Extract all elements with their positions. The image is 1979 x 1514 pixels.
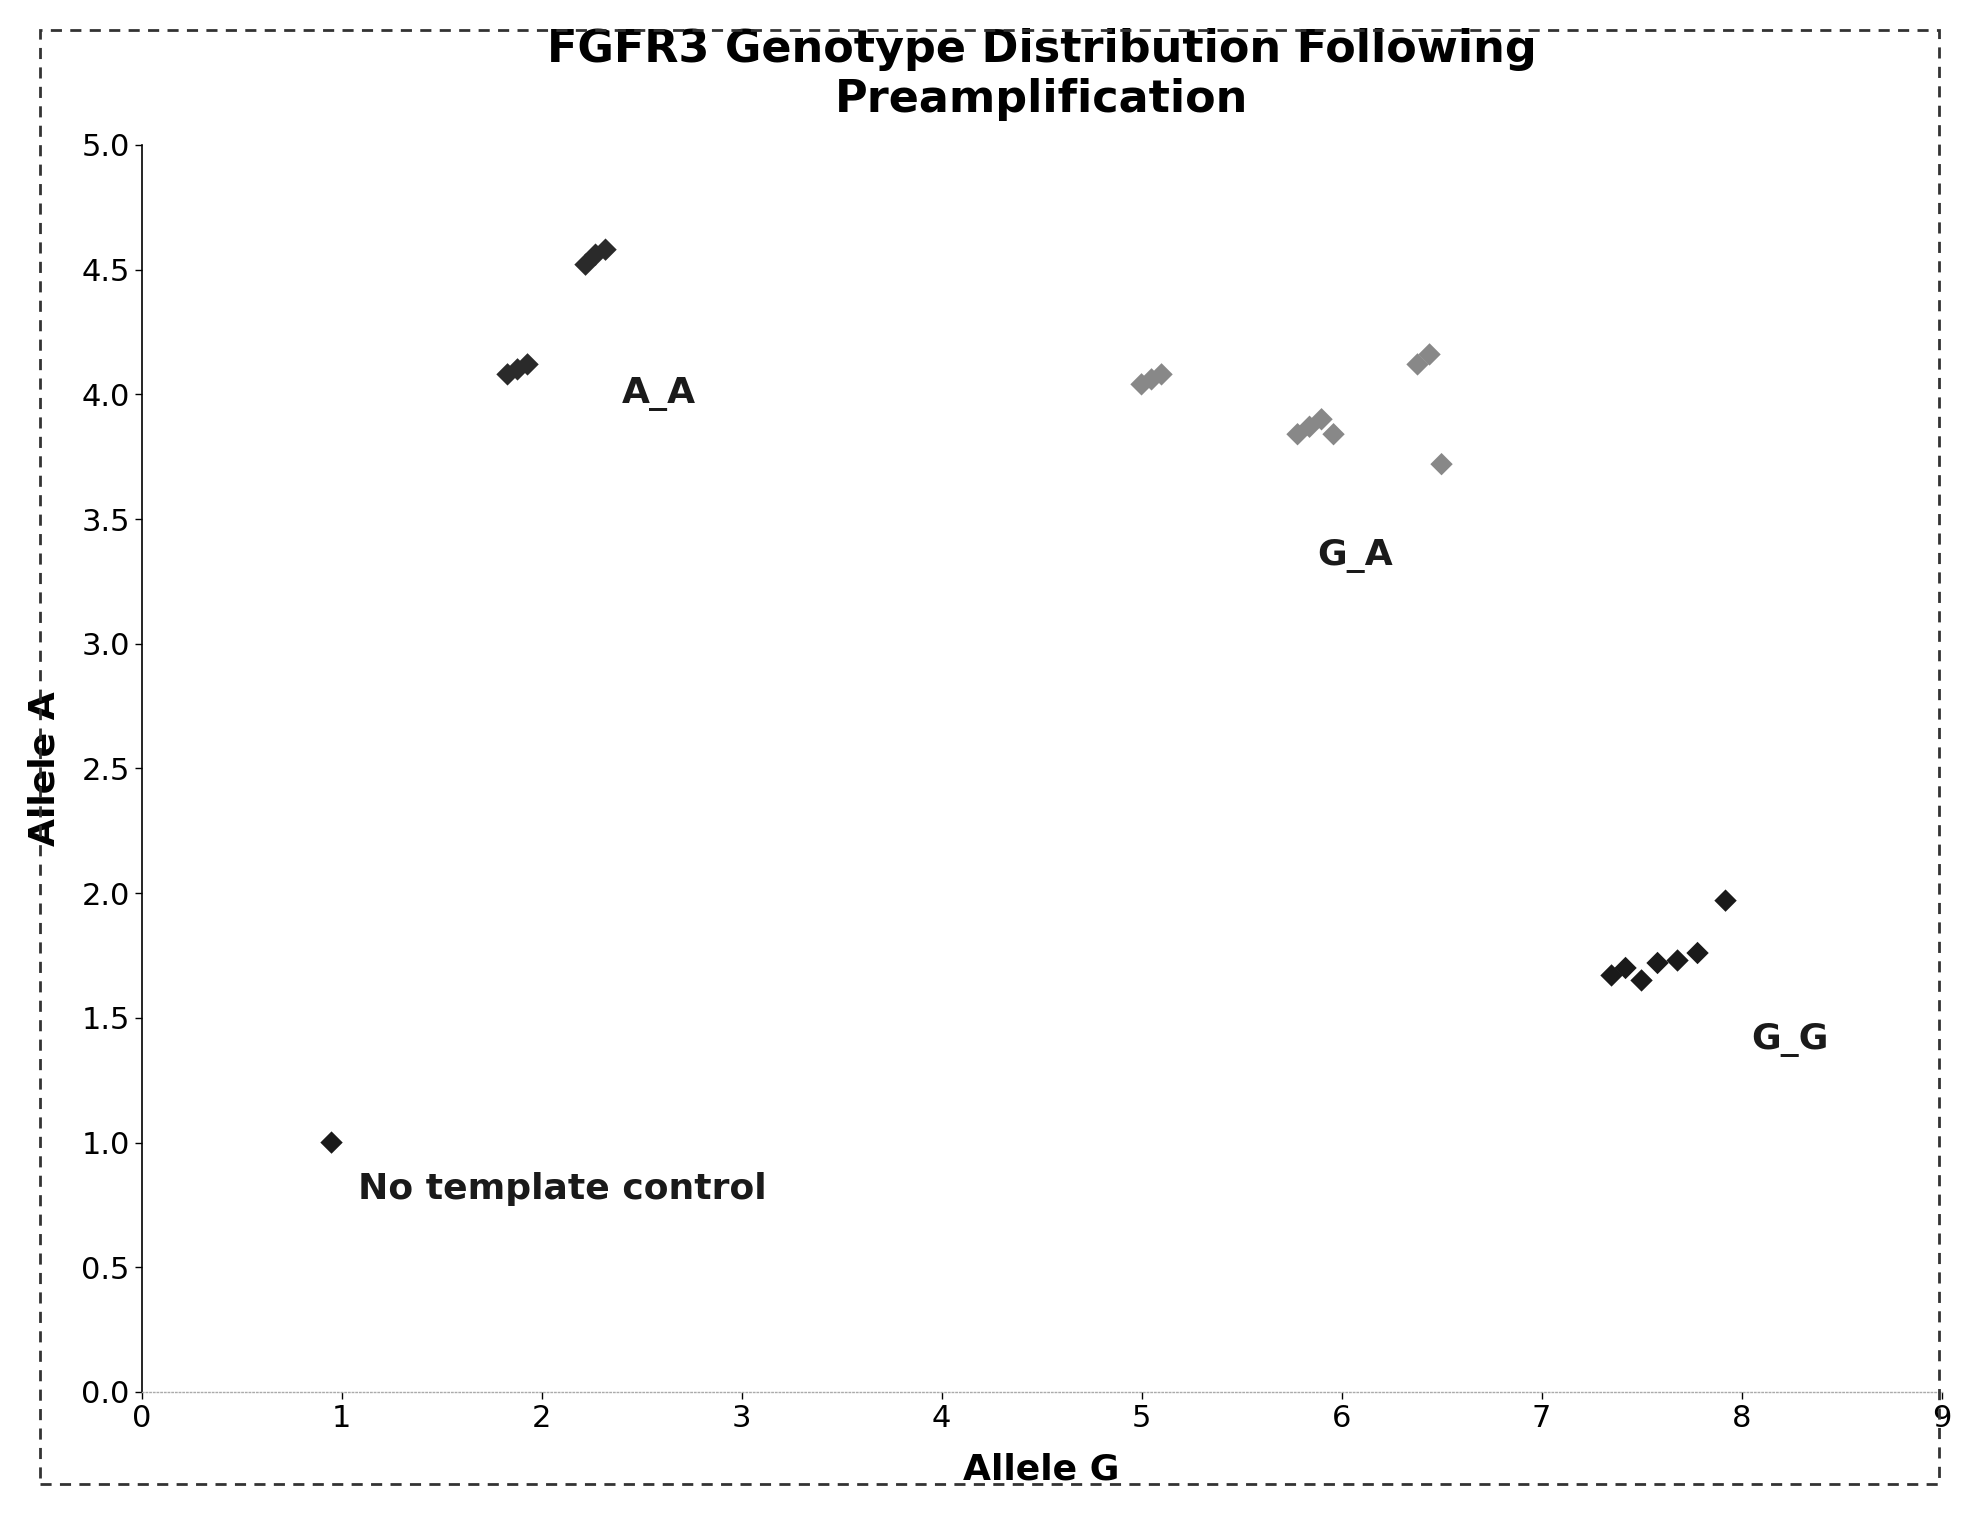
- Point: [590, 238, 621, 262]
- Point: [580, 242, 612, 266]
- Title: FGFR3 Genotype Distribution Following
Preamplification: FGFR3 Genotype Distribution Following Pr…: [546, 27, 1536, 121]
- Point: [491, 362, 522, 386]
- Point: [1643, 951, 1674, 975]
- Point: [1126, 372, 1158, 397]
- Point: [1413, 342, 1445, 366]
- Text: G_G: G_G: [1751, 1023, 1829, 1057]
- Point: [1625, 969, 1656, 993]
- Point: [1306, 407, 1338, 431]
- Y-axis label: Allele A: Allele A: [28, 690, 61, 846]
- Point: [1710, 889, 1742, 913]
- Text: A_A: A_A: [621, 377, 697, 412]
- Point: [1318, 422, 1350, 447]
- Text: No template control: No template control: [358, 1172, 766, 1207]
- Point: [1282, 422, 1314, 447]
- Point: [503, 357, 534, 382]
- Point: [1609, 955, 1641, 980]
- Point: [1595, 963, 1627, 987]
- Point: [1294, 415, 1326, 439]
- Point: [1682, 940, 1714, 964]
- Point: [1136, 368, 1168, 392]
- Point: [1401, 353, 1433, 377]
- Point: [570, 253, 602, 277]
- Point: [513, 353, 544, 377]
- Point: [1146, 362, 1178, 386]
- Point: [1425, 453, 1457, 477]
- Point: [317, 1131, 348, 1155]
- Point: [1662, 948, 1694, 972]
- Text: G_A: G_A: [1318, 539, 1393, 572]
- X-axis label: Allele G: Allele G: [964, 1452, 1120, 1487]
